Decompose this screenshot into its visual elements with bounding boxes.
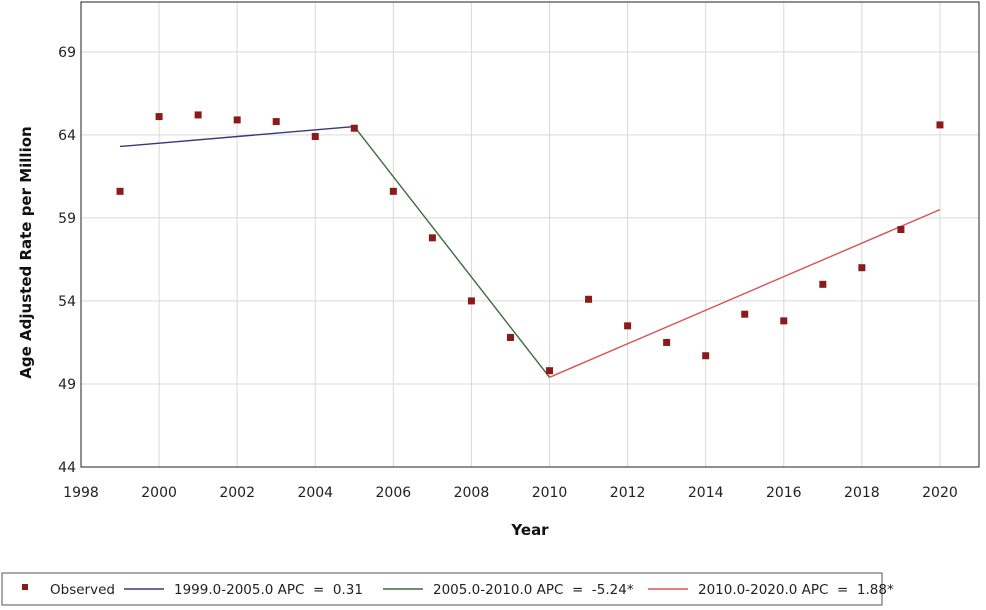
x-axis-ticks: 1998 2000 2002 2004 2006 2008 2010 2012 2014 2016… <box>63 485 958 501</box>
y-tick-label: 59 <box>58 211 76 227</box>
y-axis-title: Age Adjusted Rate per Million <box>17 126 35 378</box>
x-axis-title: Year <box>510 521 549 539</box>
observed-point <box>702 352 710 360</box>
x-tick-label: 1998 <box>63 485 99 501</box>
observed-point <box>897 226 905 234</box>
observed-point <box>585 295 593 303</box>
y-tick-label: 69 <box>58 45 76 61</box>
observed-points <box>116 111 944 375</box>
observed-point <box>936 121 944 129</box>
legend-label: Observed <box>50 582 115 598</box>
legend: Observed 1999.0-2005.0 APC = 0.31 2005.0-2… <box>1 572 894 606</box>
observed-point <box>741 310 749 318</box>
x-tick-label: 2012 <box>610 485 646 501</box>
trend-line-3 <box>549 208 941 378</box>
observed-point <box>233 116 241 124</box>
x-tick-label: 2004 <box>297 485 333 501</box>
observed-point <box>858 264 866 272</box>
observed-point <box>546 367 554 375</box>
x-tick-label: 2010 <box>532 485 568 501</box>
observed-point <box>780 317 788 325</box>
y-tick-label: 64 <box>58 128 76 144</box>
legend-label: 1999.0-2005.0 APC = 0.31 <box>174 582 363 598</box>
x-tick-label: 2018 <box>844 485 880 501</box>
observed-point <box>116 187 124 195</box>
legend-label: 2010.0-2020.0 APC = 1.88* <box>698 582 894 598</box>
observed-point <box>467 297 475 305</box>
observed-point <box>194 111 202 119</box>
legend-marker-observed <box>22 584 28 590</box>
grid <box>80 2 979 468</box>
observed-point <box>155 113 163 121</box>
x-tick-label: 2016 <box>766 485 802 501</box>
y-tick-label: 44 <box>58 460 76 476</box>
observed-point <box>506 333 514 341</box>
x-tick-label: 2008 <box>454 485 490 501</box>
observed-point <box>350 124 358 132</box>
trend-line-1 <box>119 125 355 148</box>
observed-point <box>819 280 827 288</box>
x-tick-label: 2014 <box>688 485 724 501</box>
observed-point <box>663 338 671 346</box>
x-tick-label: 2020 <box>922 485 958 501</box>
trend-lines <box>119 125 941 378</box>
observed-point <box>272 118 280 126</box>
legend-label: 2005.0-2010.0 APC = -5.24* <box>433 582 634 598</box>
trend-line-2 <box>353 126 551 378</box>
x-tick-label: 2006 <box>376 485 412 501</box>
y-tick-label: 49 <box>58 377 76 393</box>
observed-point <box>311 133 319 141</box>
x-tick-label: 2002 <box>219 485 255 501</box>
y-tick-label: 54 <box>58 294 76 310</box>
observed-point <box>389 187 397 195</box>
y-axis-ticks: 44 49 54 59 64 69 <box>58 45 76 476</box>
plot-frame <box>80 1 980 468</box>
observed-point <box>428 234 436 242</box>
observed-point <box>624 322 632 330</box>
x-tick-label: 2000 <box>141 485 177 501</box>
